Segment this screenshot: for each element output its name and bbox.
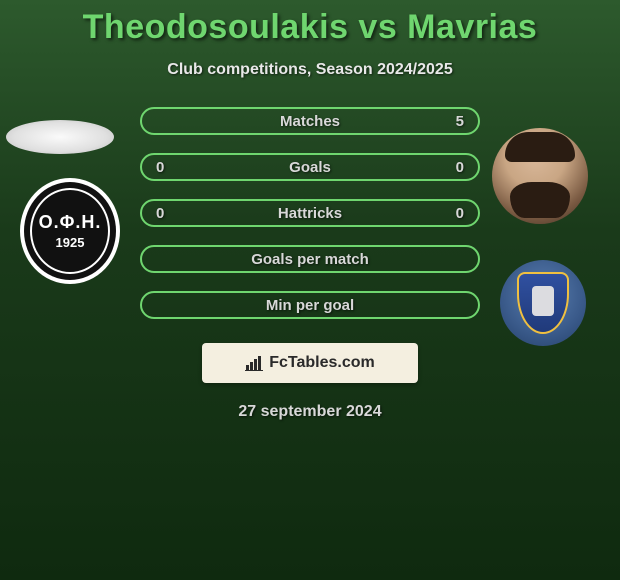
player-left-avatar: [6, 120, 114, 154]
stat-left-value: 0: [156, 159, 176, 176]
stat-label: Min per goal: [266, 297, 354, 314]
date-text: 27 september 2024: [0, 403, 620, 421]
stat-label: Hattricks: [278, 205, 342, 222]
avatar-beard-shape: [510, 182, 570, 218]
badge-year: 1925: [56, 235, 85, 250]
stat-label: Matches: [280, 113, 340, 130]
stat-label: Goals: [289, 159, 331, 176]
stat-right-value: 0: [444, 159, 464, 176]
stat-row: 0 Hattricks 0: [140, 199, 480, 227]
brand-text: FcTables.com: [269, 354, 375, 372]
stat-row: 0 Goals 0: [140, 153, 480, 181]
stat-right-value: 5: [444, 113, 464, 130]
brand-badge: FcTables.com: [202, 343, 418, 383]
page-subtitle: Club competitions, Season 2024/2025: [0, 61, 620, 79]
stat-row: Goals per match: [140, 245, 480, 273]
badge-text: O.Φ.H.: [39, 212, 102, 233]
stat-label: Goals per match: [251, 251, 369, 268]
bar-chart-icon: [245, 355, 265, 371]
ofh-badge-icon: O.Φ.H. 1925: [24, 182, 116, 280]
club-left-badge: O.Φ.H. 1925: [20, 178, 120, 284]
avatar-hair-shape: [505, 132, 575, 162]
stat-row: Min per goal: [140, 291, 480, 319]
shield-icon: [517, 272, 569, 334]
stat-row: Matches 5: [140, 107, 480, 135]
page-title: Theodosoulakis vs Mavrias: [0, 8, 620, 47]
stat-right-value: 0: [444, 205, 464, 222]
club-right-badge: [500, 260, 586, 346]
stat-left-value: 0: [156, 205, 176, 222]
player-right-avatar: [492, 128, 588, 224]
